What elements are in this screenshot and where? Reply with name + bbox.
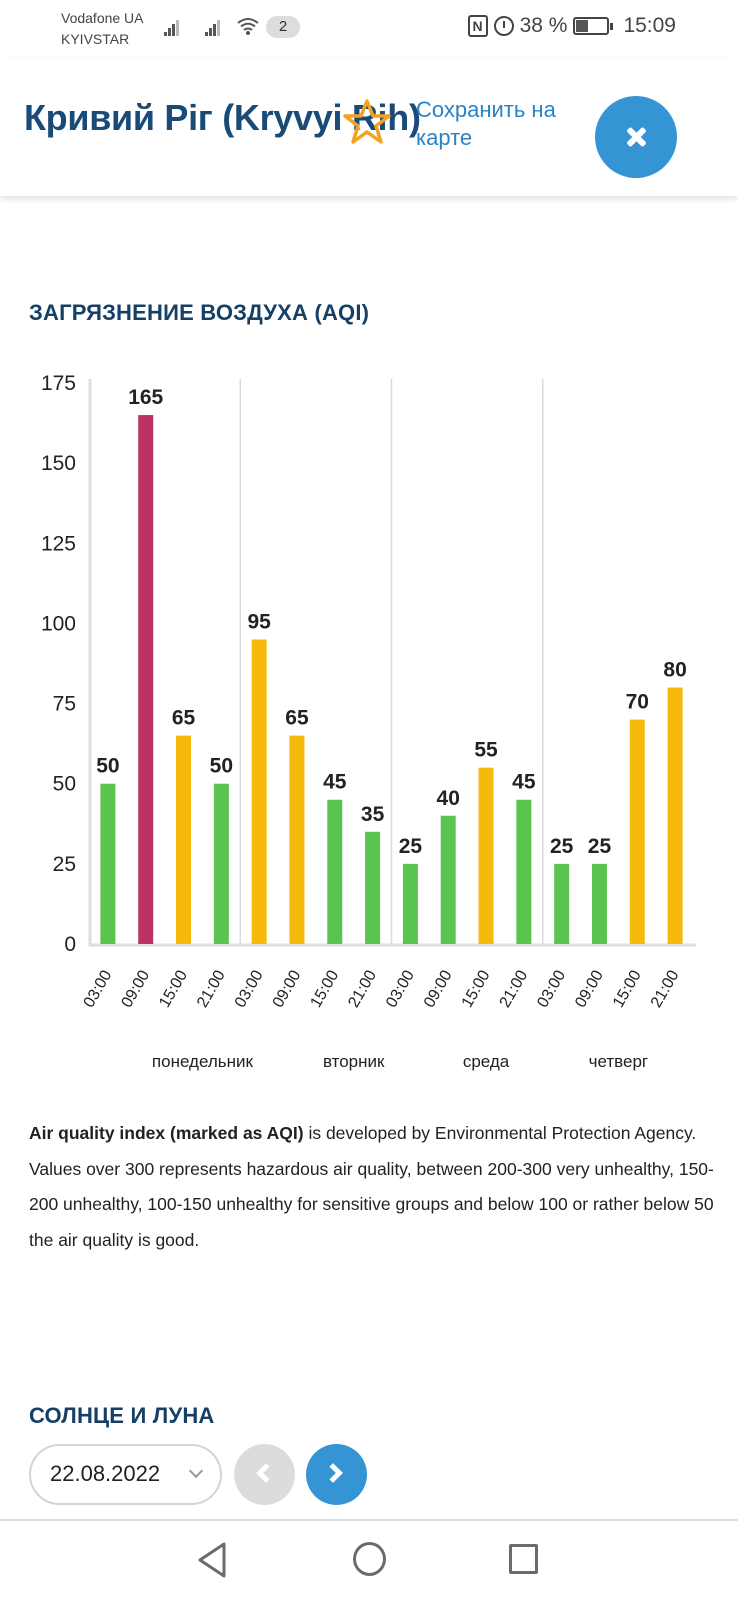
chevron-down-icon (188, 1463, 204, 1479)
close-button[interactable] (595, 96, 677, 178)
y-tick-label: 0 (64, 933, 76, 956)
bar-value-label: 25 (550, 835, 574, 858)
x-tick-label: 09:00 (572, 967, 607, 1010)
bar (176, 735, 192, 944)
x-tick-label: 21:00 (345, 967, 380, 1010)
x-tick-label: 03:00 (232, 967, 267, 1010)
bar-value-label: 80 (663, 659, 686, 682)
bar (100, 783, 116, 944)
bar (440, 815, 456, 944)
next-date-button[interactable] (306, 1444, 367, 1505)
bar-value-label: 65 (172, 707, 196, 730)
bar (251, 639, 267, 944)
aqi-section-title: ЗАГРЯЗНЕНИЕ ВОЗДУХА (AQI) (29, 300, 370, 325)
aqi-description-bold: Air quality index (marked as AQI) (29, 1123, 304, 1143)
bar (365, 831, 381, 944)
bar-value-label: 35 (361, 803, 385, 826)
bar (629, 719, 645, 944)
day-label: среда (463, 1052, 510, 1071)
clock: 15:09 (623, 14, 676, 37)
x-tick-label: 09:00 (421, 967, 456, 1010)
bar-value-label: 50 (210, 755, 233, 778)
y-tick-label: 50 (53, 773, 76, 796)
carrier-1: Vodafone UA (61, 10, 144, 26)
bar (478, 767, 494, 944)
y-tick-label: 25 (53, 853, 76, 876)
day-label: четверг (589, 1052, 648, 1071)
prev-date-button[interactable] (234, 1444, 295, 1505)
day-label: понедельник (152, 1052, 254, 1071)
alarm-icon (493, 16, 514, 36)
x-tick-label: 21:00 (648, 967, 683, 1010)
carrier-names: Vodafone UA KYIVSTAR (61, 8, 144, 50)
bar (591, 863, 607, 944)
x-tick-label: 09:00 (270, 967, 305, 1010)
date-select-value: 22.08.2022 (50, 1461, 161, 1486)
chevron-left-icon (256, 1463, 276, 1483)
status-right: N 38 % 15:09 (467, 14, 676, 38)
battery-icon (573, 17, 614, 35)
bar-value-label: 70 (626, 691, 649, 714)
recent-apps-icon[interactable] (509, 1544, 538, 1574)
bar (516, 799, 532, 944)
bar-value-label: 45 (323, 771, 347, 794)
page-header: Кривий Ріг (Kryvyi Rih) Сохранить на кар… (0, 58, 738, 196)
x-tick-label: 03:00 (383, 967, 418, 1010)
bar-value-label: 25 (588, 835, 612, 858)
status-bar: Vodafone UA KYIVSTAR 2 N 38 % 15:09 (0, 0, 738, 58)
signal-icon (164, 18, 180, 36)
date-select[interactable]: 22.08.2022 (29, 1444, 222, 1505)
y-tick-label: 100 (41, 612, 76, 635)
home-icon[interactable] (353, 1542, 386, 1576)
bar (289, 735, 305, 944)
x-tick-label: 03:00 (534, 967, 569, 1010)
star-outline-icon[interactable] (342, 98, 392, 146)
system-nav-bar (0, 1519, 738, 1600)
aqi-description: Air quality index (marked as AQI) is dev… (29, 1116, 719, 1258)
day-label: вторник (323, 1052, 385, 1071)
bar (327, 799, 343, 944)
x-tick-label: 21:00 (497, 967, 532, 1010)
chevron-right-icon (323, 1463, 343, 1483)
sun-moon-section-title: СОЛНЦЕ И ЛУНА (29, 1403, 215, 1428)
nfc-icon: N (467, 15, 488, 37)
save-to-map-link[interactable]: Сохранить на карте (416, 97, 556, 150)
aqi-description-text: is developed by Environmental Protection… (29, 1123, 714, 1250)
wifi-icon (237, 18, 259, 35)
y-tick-label: 125 (41, 532, 76, 555)
battery-percent: 38 % (519, 14, 568, 37)
x-tick-label: 21:00 (194, 967, 229, 1010)
bar (138, 415, 154, 944)
bar-value-label: 50 (96, 755, 119, 778)
x-tick-label: 09:00 (118, 967, 153, 1010)
bar (667, 687, 683, 944)
y-tick-label: 175 (41, 372, 76, 395)
bar-value-label: 65 (285, 707, 309, 730)
bar-value-label: 55 (474, 739, 498, 762)
x-tick-label: 03:00 (81, 967, 116, 1010)
notification-count-badge: 2 (266, 16, 300, 38)
bar-value-label: 25 (399, 835, 423, 858)
x-tick-label: 15:00 (156, 967, 191, 1010)
y-tick-label: 75 (53, 693, 76, 716)
x-tick-label: 15:00 (459, 967, 494, 1010)
bar (402, 863, 418, 944)
battery-level (576, 20, 588, 32)
x-tick-label: 15:00 (610, 967, 645, 1010)
x-tick-label: 15:00 (307, 967, 342, 1010)
bar (554, 863, 570, 944)
carrier-2: KYIVSTAR (61, 31, 130, 47)
y-tick-label: 150 (41, 452, 76, 475)
back-icon[interactable] (196, 1541, 232, 1579)
bar-value-label: 40 (437, 787, 460, 810)
bar-value-label: 165 (128, 386, 163, 409)
bar-value-label: 95 (247, 610, 271, 633)
bar (213, 783, 229, 944)
signal-icon (205, 18, 221, 36)
aqi-chart: 0 25 50 75 100 125 150 175 50 03:00 165 09:00 65 15:… (41, 372, 696, 1071)
bar-value-label: 45 (512, 771, 536, 794)
